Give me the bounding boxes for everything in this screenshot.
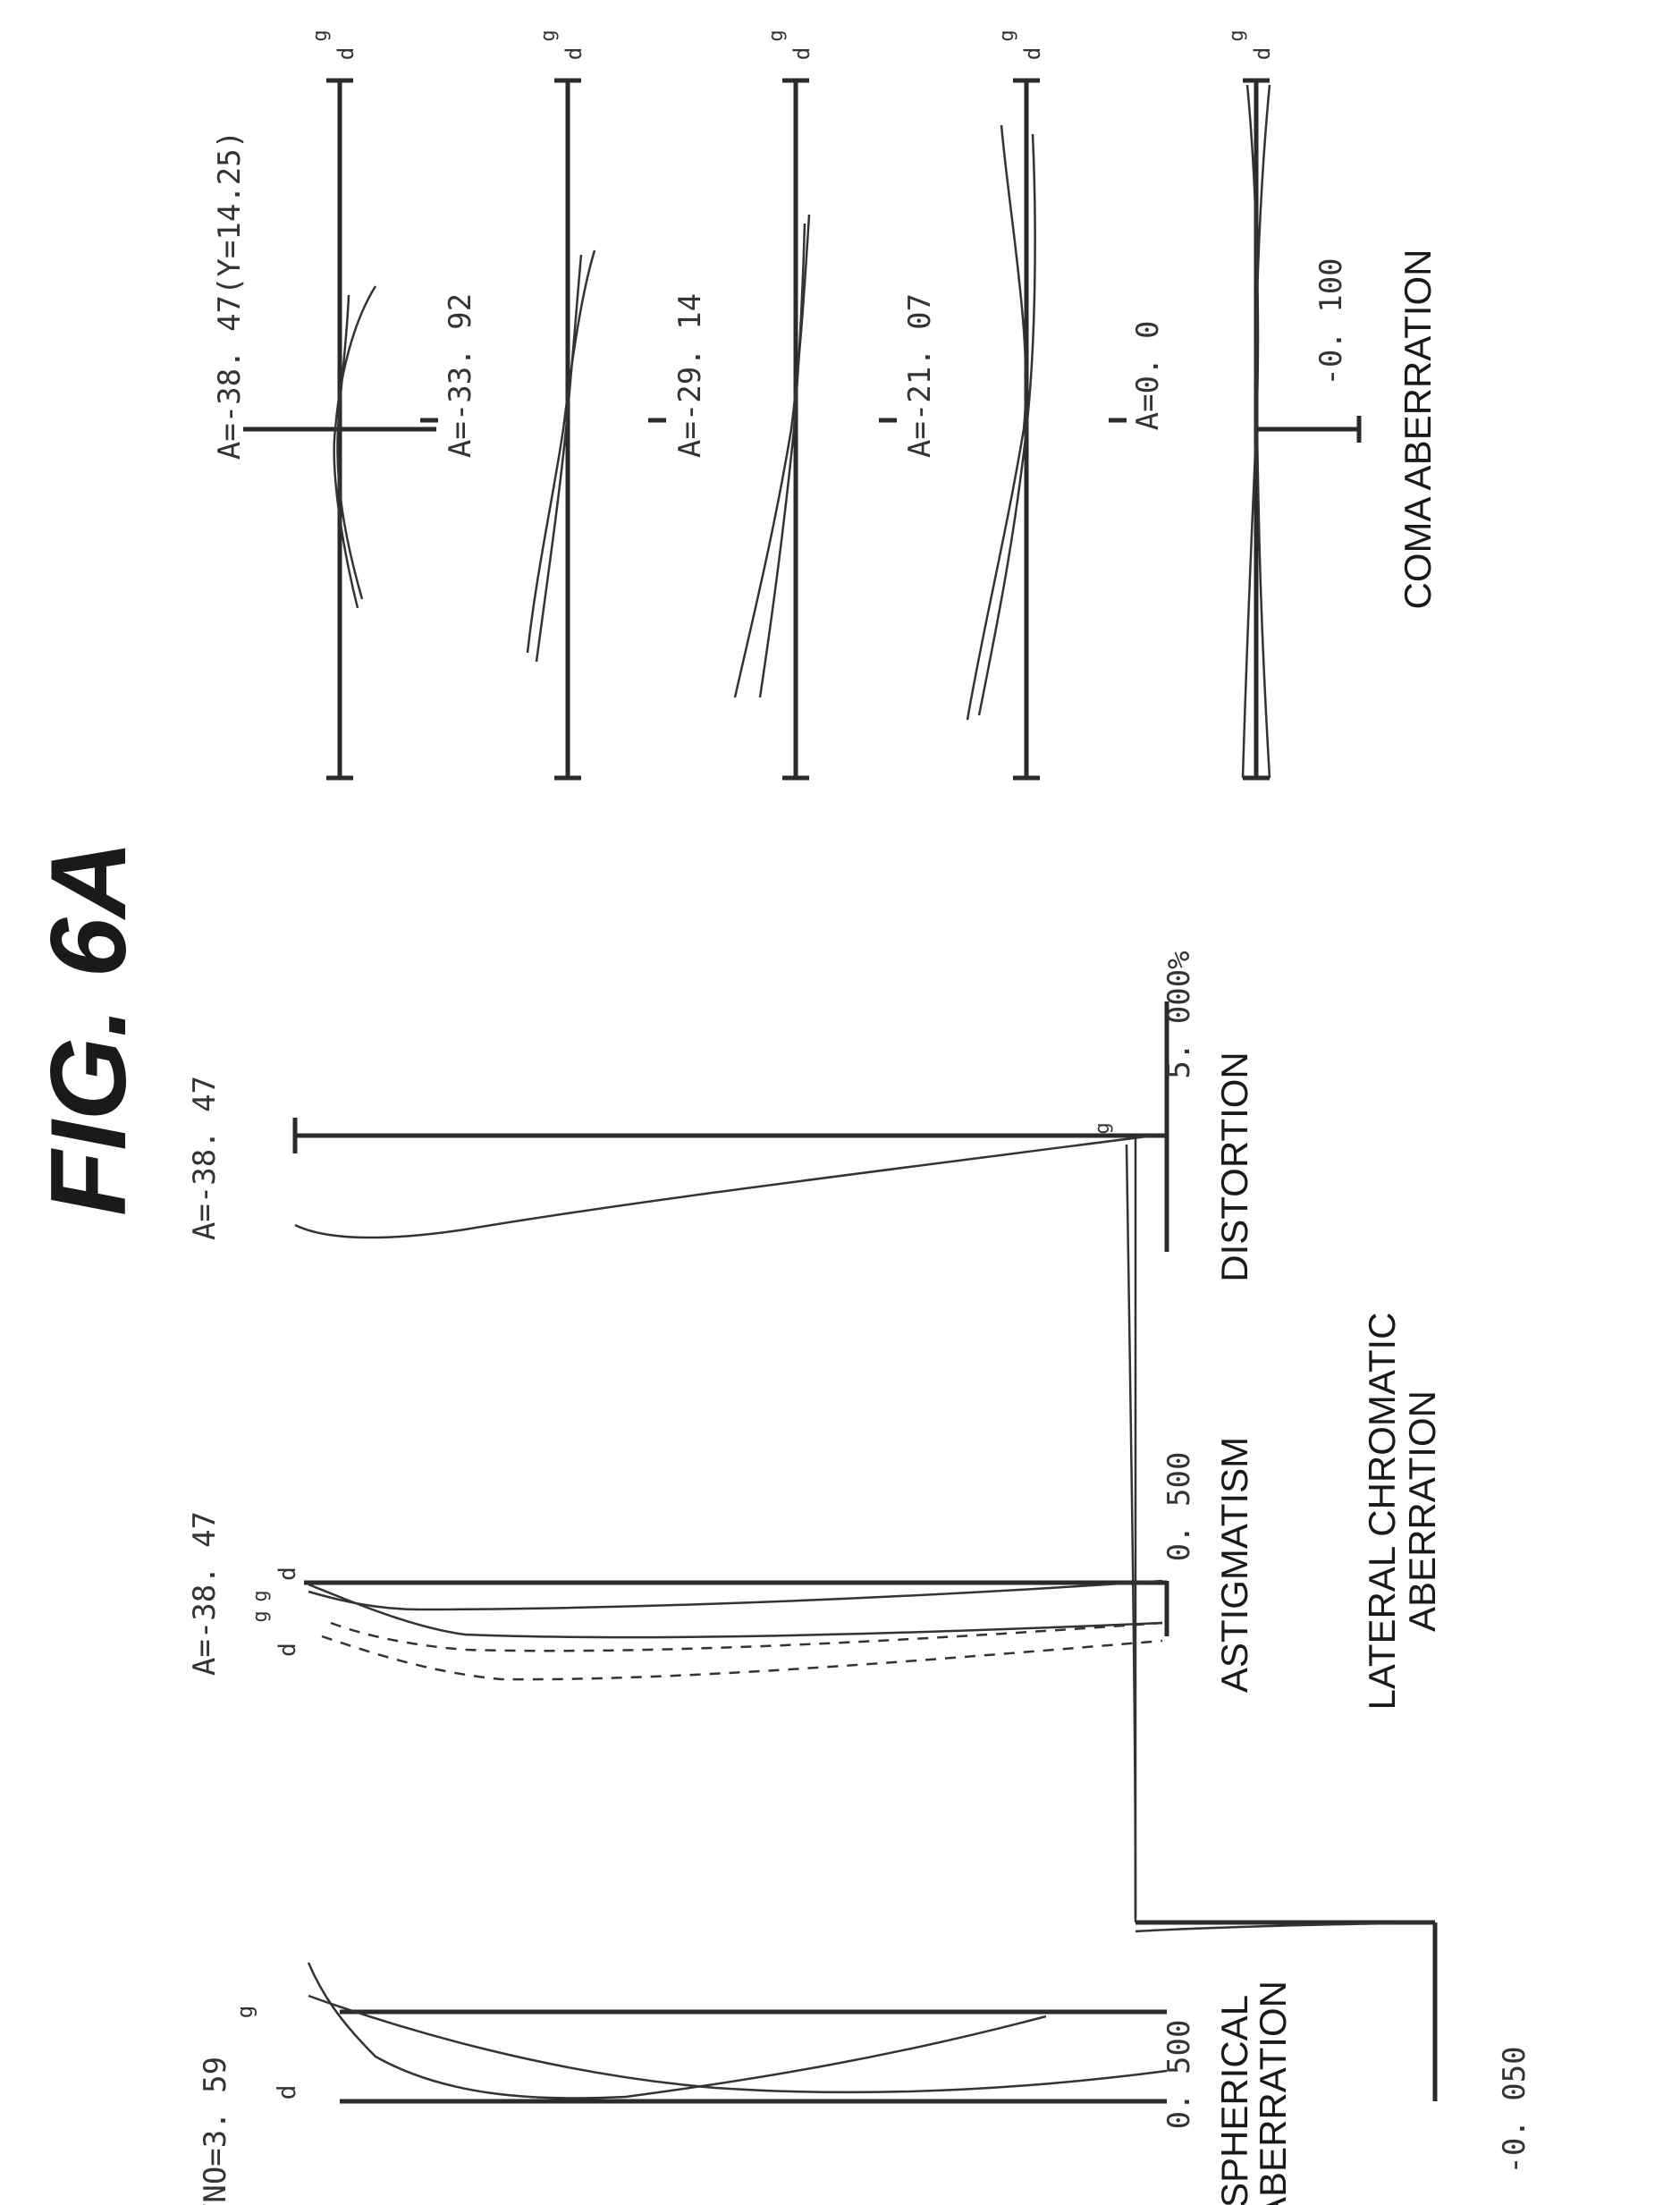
coma-row-2-label: A=-33. 92 bbox=[443, 293, 478, 458]
coma-row-4-d: d bbox=[1020, 47, 1045, 60]
coma-row-4 bbox=[966, 78, 1040, 781]
coma-row-3-curve-a bbox=[733, 214, 811, 698]
coma-row-5 bbox=[1241, 78, 1362, 781]
coma-row-4-curve-a bbox=[966, 124, 1027, 721]
coma-row-2-g: g bbox=[537, 30, 560, 41]
lateral-g-label: g bbox=[1092, 1122, 1114, 1134]
coma-row-4-curve-b bbox=[977, 133, 1036, 716]
astigmatism-d-upper: d bbox=[274, 1567, 301, 1581]
lateral-chromatic-plot: g -0. 050 LATERAL CHROMATIC ABERRATION bbox=[1092, 1122, 1532, 2174]
coma-row-1-curve-a bbox=[333, 285, 377, 609]
coma-row-1-curve-b bbox=[336, 294, 364, 600]
spherical-caption-line-1: SPHERICAL bbox=[1213, 1995, 1255, 2205]
spherical-line-d-label: d bbox=[272, 2085, 301, 2100]
coma-caption: COMA ABERRATION bbox=[1397, 249, 1439, 610]
coma-row-5-label: A=0. 0 bbox=[1130, 321, 1166, 431]
coma-scale-label: -0. 100 bbox=[1313, 258, 1349, 385]
lateral-caption-line-2: ABERRATION bbox=[1401, 1390, 1443, 1632]
astigmatism-g-upper: g bbox=[249, 1590, 272, 1601]
coma-row-5-curve-b bbox=[1254, 84, 1271, 779]
spherical-g-curve bbox=[307, 1962, 1047, 2099]
coma-row-4-g: g bbox=[996, 30, 1018, 41]
astigmatism-sagittal-g bbox=[308, 1579, 1163, 1611]
coma-row-2-curve-a bbox=[526, 249, 596, 654]
spherical-line-g-label: g bbox=[232, 2006, 257, 2018]
coma-row-1-label: A=-38. 47(Y=14.25) bbox=[212, 131, 248, 460]
coma-row-3-g: g bbox=[765, 30, 788, 41]
coma-row-2-curve-b bbox=[535, 254, 583, 663]
lateral-g-line bbox=[1125, 1144, 1137, 1919]
coma-row-3 bbox=[733, 78, 811, 781]
coma-row-3-label: A=-29. 14 bbox=[672, 293, 708, 458]
coma-row-3-curve-b bbox=[758, 223, 806, 698]
coma-row-5-d: d bbox=[1250, 47, 1275, 60]
distortion-top-label: A=-38. 47 bbox=[187, 1076, 223, 1240]
astigmatism-tangential-d bbox=[321, 1635, 1163, 1681]
distortion-caption: DISTORTION bbox=[1213, 1052, 1255, 1281]
astigmatism-plot: A=-38. 47 g d g d 0. 500 ASTIGMATISM bbox=[187, 1437, 1255, 1693]
coma-row-1-g: g bbox=[309, 30, 332, 41]
astigmatism-g-lower: g bbox=[249, 1610, 272, 1622]
coma-row-3-d: d bbox=[789, 47, 815, 60]
spherical-top-label: FNO=3. 59 bbox=[198, 2057, 233, 2205]
lateral-caption-line-1: LATERAL CHROMATIC bbox=[1361, 1313, 1403, 1711]
astigmatism-top-label: A=-38. 47 bbox=[187, 1511, 223, 1676]
distortion-scale-label: 5. 000% bbox=[1161, 950, 1197, 1078]
astigmatism-sagittal-d bbox=[308, 1583, 1163, 1639]
lateral-scale-label: -0. 050 bbox=[1497, 2046, 1532, 2174]
astigmatism-scale-label: 0. 500 bbox=[1161, 1452, 1197, 1562]
coma-row-4-label: A=-21. 07 bbox=[902, 293, 938, 458]
coma-row-1 bbox=[243, 78, 436, 781]
coma-row-5-g: g bbox=[1226, 30, 1248, 41]
astigmatism-tangential-g bbox=[330, 1621, 1163, 1652]
spherical-caption-line-2: ABERRATION bbox=[1252, 1981, 1294, 2205]
astigmatism-d-lower: d bbox=[274, 1643, 301, 1657]
coma-row-1-d: d bbox=[333, 47, 359, 60]
distortion-curve bbox=[294, 1134, 1154, 1239]
coma-row-2-d: d bbox=[561, 47, 587, 60]
coma-row-2 bbox=[420, 78, 596, 781]
spherical-d-curve bbox=[308, 1994, 1168, 2094]
lateral-g-curve bbox=[1135, 1921, 1431, 1933]
astigmatism-caption: ASTIGMATISM bbox=[1213, 1437, 1255, 1693]
spherical-scale-label: 0. 500 bbox=[1161, 2020, 1197, 2130]
distortion-plot: A=-38. 47 5. 000% DISTORTION bbox=[187, 950, 1255, 1281]
spherical-aberration-plot: FNO=3. 59 g d 0. 500 SPHERICAL ABERRATIO… bbox=[198, 1962, 1294, 2205]
figure-title: FIG. 6A bbox=[29, 841, 148, 1216]
coma-aberration-plot: A=-38. 47(Y=14.25) A=-33. 92 A=-29. 14 A… bbox=[212, 30, 1439, 781]
